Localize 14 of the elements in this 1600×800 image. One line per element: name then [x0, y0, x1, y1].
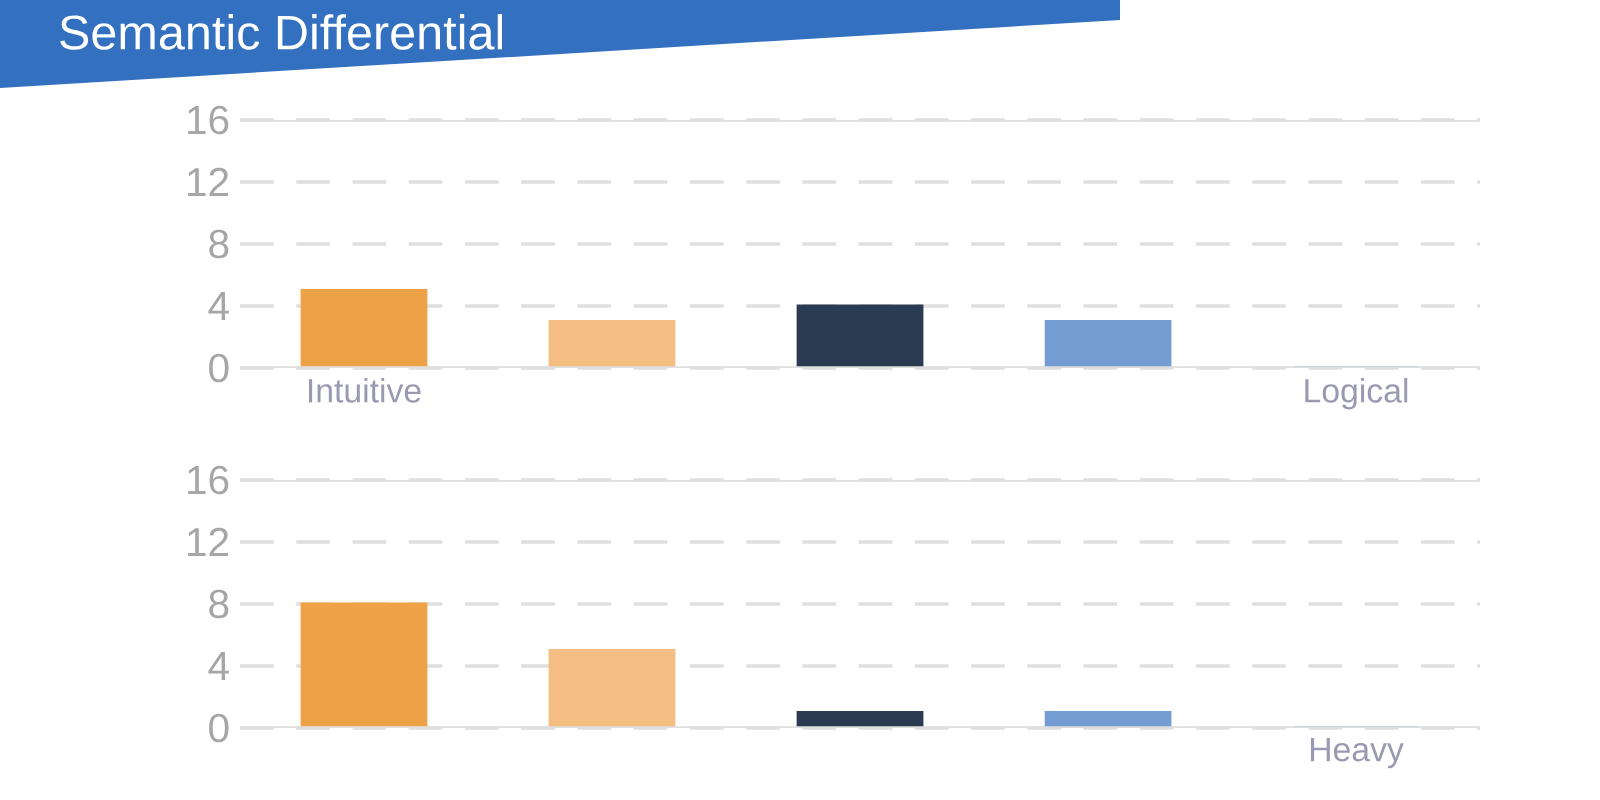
y-tick-label: 16	[188, 465, 229, 495]
y-tick-label: 4	[208, 292, 229, 320]
y-tick-label: 12	[188, 527, 229, 557]
y-tick-label: 0	[209, 713, 229, 743]
x-tick-label: Heavy	[1310, 737, 1404, 769]
x-tick-label: Intuitive	[309, 377, 421, 403]
y-tick-label: 8	[209, 589, 229, 619]
chart-title: Semantic Differential	[60, 14, 503, 50]
y-tick-label: 12	[188, 167, 229, 197]
y-tick-label: 4	[208, 652, 229, 680]
y-tick-label: 16	[188, 105, 229, 135]
x-tick-label: Logical	[1305, 377, 1408, 410]
y-tick-label: 8	[209, 229, 229, 259]
y-tick-label: 0	[209, 353, 229, 383]
